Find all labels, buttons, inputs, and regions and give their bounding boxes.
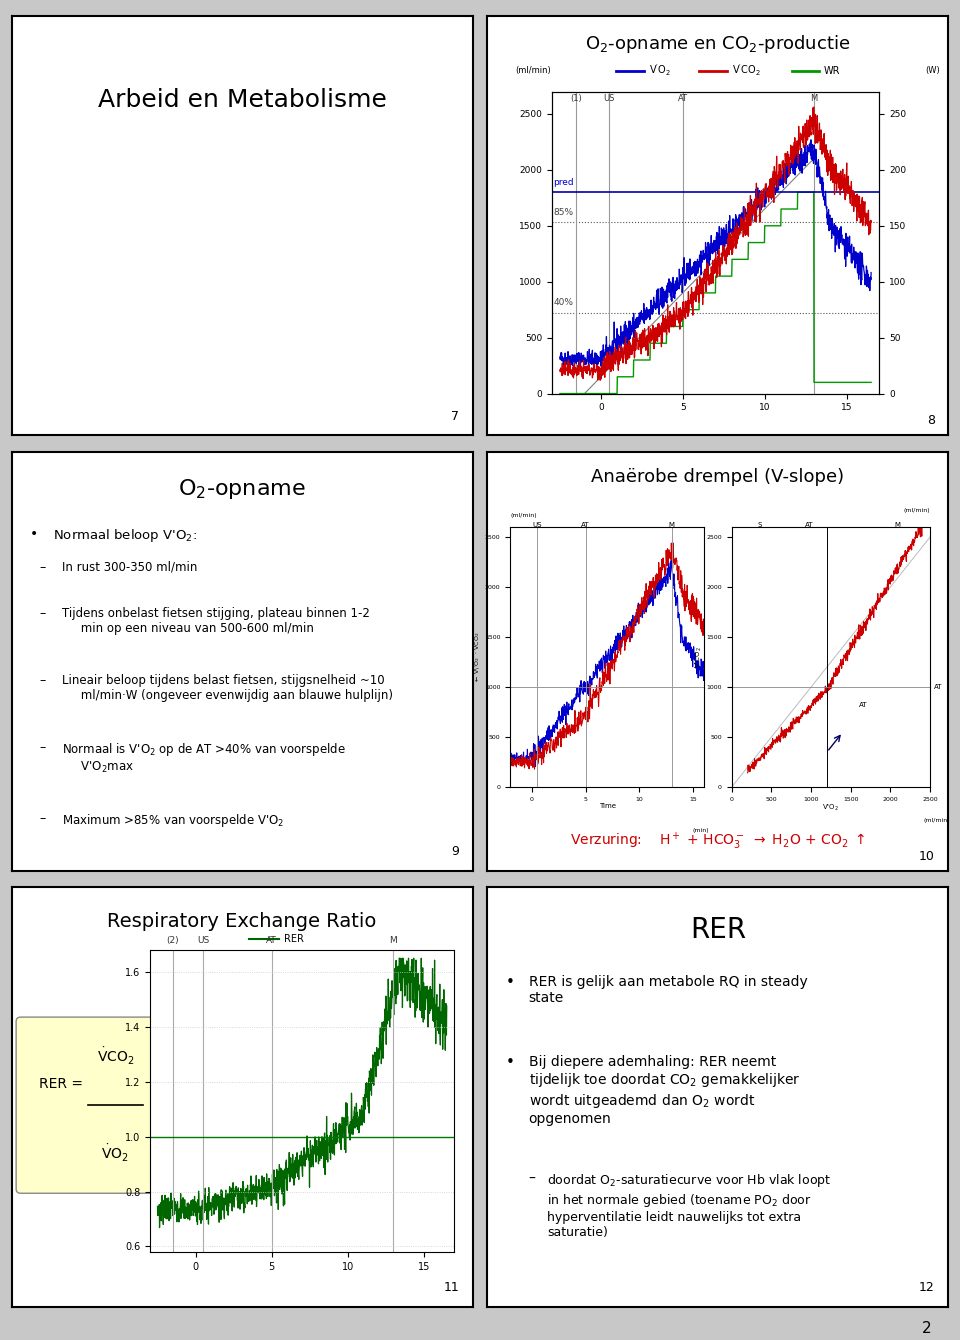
- Text: M: M: [669, 523, 675, 528]
- Text: Lineair beloop tijdens belast fietsen, stijgsnelheid ~10
     ml/min·W (ongeveer: Lineair beloop tijdens belast fietsen, s…: [62, 674, 394, 702]
- Text: (W): (W): [925, 66, 940, 75]
- Text: US: US: [604, 94, 614, 103]
- Text: doordat O$_2$-saturatiecurve voor Hb vlak loopt
in het normale gebied (toename P: doordat O$_2$-saturatiecurve voor Hb vla…: [547, 1172, 831, 1238]
- Text: RER =: RER =: [39, 1077, 84, 1091]
- Text: 12: 12: [919, 1281, 935, 1294]
- Text: (ml/min): (ml/min): [511, 513, 537, 519]
- FancyBboxPatch shape: [16, 1017, 155, 1193]
- Text: pred: pred: [553, 178, 574, 186]
- Text: (2): (2): [166, 935, 180, 945]
- Text: Normaal beloop V'O$_2$:: Normaal beloop V'O$_2$:: [53, 527, 197, 544]
- Text: WR: WR: [824, 66, 840, 75]
- Text: (min): (min): [693, 828, 709, 833]
- Text: RER: RER: [690, 917, 746, 945]
- Text: US: US: [533, 523, 542, 528]
- Text: AT: AT: [582, 523, 589, 528]
- Text: –: –: [39, 607, 45, 620]
- Text: $\mathregular{O_2}$-opname: $\mathregular{O_2}$-opname: [179, 477, 306, 501]
- Text: 9: 9: [451, 846, 459, 859]
- Text: 85%: 85%: [553, 208, 573, 217]
- Text: –: –: [39, 812, 45, 825]
- Text: –: –: [39, 674, 45, 687]
- Text: AT: AT: [678, 94, 688, 103]
- Text: RER: RER: [284, 934, 303, 943]
- Text: Respiratory Exchange Ratio: Respiratory Exchange Ratio: [108, 913, 377, 931]
- Text: 10: 10: [919, 850, 935, 863]
- Text: (ml/min): (ml/min): [903, 508, 930, 513]
- Text: •: •: [30, 527, 38, 541]
- Text: Tijdens onbelast fietsen stijging, plateau binnen 1-2
     min op een niveau van: Tijdens onbelast fietsen stijging, plate…: [62, 607, 371, 635]
- Text: (ml/min): (ml/min): [924, 819, 949, 823]
- Text: $\mathregular{V'O_2}$: $\mathregular{V'O_2}$: [649, 63, 671, 79]
- Text: 11: 11: [444, 1281, 459, 1294]
- Text: Bij diepere ademhaling: RER neemt
tijdelijk toe doordat CO$_2$ gemakkelijker
wor: Bij diepere ademhaling: RER neemt tijdel…: [529, 1055, 801, 1126]
- Text: S: S: [757, 523, 761, 528]
- Text: M: M: [894, 523, 900, 528]
- Text: M: M: [390, 935, 397, 945]
- Text: –: –: [39, 741, 45, 754]
- X-axis label: V'O$_2$: V'O$_2$: [823, 803, 839, 813]
- Text: $\mathregular{V'CO_2}$: $\mathregular{V'CO_2}$: [732, 63, 760, 79]
- Text: Normaal is V'O$_2$ op de AT >40% van voorspelde
     V'O$_2$max: Normaal is V'O$_2$ op de AT >40% van voo…: [62, 741, 347, 776]
- Text: Verzuring:    H$^+$ + HCO$_3^-$ $\rightarrow$ H$_2$O + CO$_2$ $\uparrow$: Verzuring: H$^+$ + HCO$_3^-$ $\rightarro…: [570, 831, 866, 852]
- Text: In rust 300-350 ml/min: In rust 300-350 ml/min: [62, 560, 198, 574]
- Text: AT: AT: [858, 702, 867, 708]
- Text: –: –: [39, 560, 45, 574]
- Text: Anaërobe drempel (V-slope): Anaërobe drempel (V-slope): [591, 469, 845, 486]
- Text: US: US: [197, 935, 209, 945]
- Text: 8: 8: [926, 414, 935, 427]
- Text: AT: AT: [934, 685, 943, 690]
- Text: 7: 7: [451, 410, 459, 423]
- Text: •: •: [506, 1055, 515, 1069]
- Text: –: –: [529, 1172, 536, 1186]
- Text: 2: 2: [922, 1321, 931, 1336]
- Text: $\mathregular{O_2}$-opname en $\mathregular{CO_2}$-productie: $\mathregular{O_2}$-opname en $\mathregu…: [585, 34, 851, 55]
- Text: M: M: [810, 94, 817, 103]
- X-axis label: Time: Time: [599, 803, 615, 809]
- Text: RER is gelijk aan metabole RQ in steady
state: RER is gelijk aan metabole RQ in steady …: [529, 976, 807, 1005]
- Text: (ml/min): (ml/min): [515, 66, 551, 75]
- Text: AT: AT: [804, 523, 813, 528]
- Text: •: •: [506, 976, 515, 990]
- Y-axis label: V'CO$_2$: V'CO$_2$: [693, 646, 704, 669]
- Text: (1): (1): [570, 94, 582, 103]
- Text: Arbeid en Metabolisme: Arbeid en Metabolisme: [98, 88, 387, 113]
- Text: $\dot{\mathrm{V}}$O$_2$: $\dot{\mathrm{V}}$O$_2$: [102, 1143, 130, 1164]
- Y-axis label: $\leftarrow$ V\'O$_2$  $\cdot$ VCO$_2$: $\leftarrow$ V\'O$_2$ $\cdot$ VCO$_2$: [473, 631, 482, 683]
- Text: Maximum >85% van voorspelde V'O$_2$: Maximum >85% van voorspelde V'O$_2$: [62, 812, 285, 829]
- Text: $\dot{\mathrm{V}}$CO$_2$: $\dot{\mathrm{V}}$CO$_2$: [97, 1047, 134, 1068]
- Text: AT: AT: [266, 935, 277, 945]
- Text: 40%: 40%: [553, 299, 573, 307]
